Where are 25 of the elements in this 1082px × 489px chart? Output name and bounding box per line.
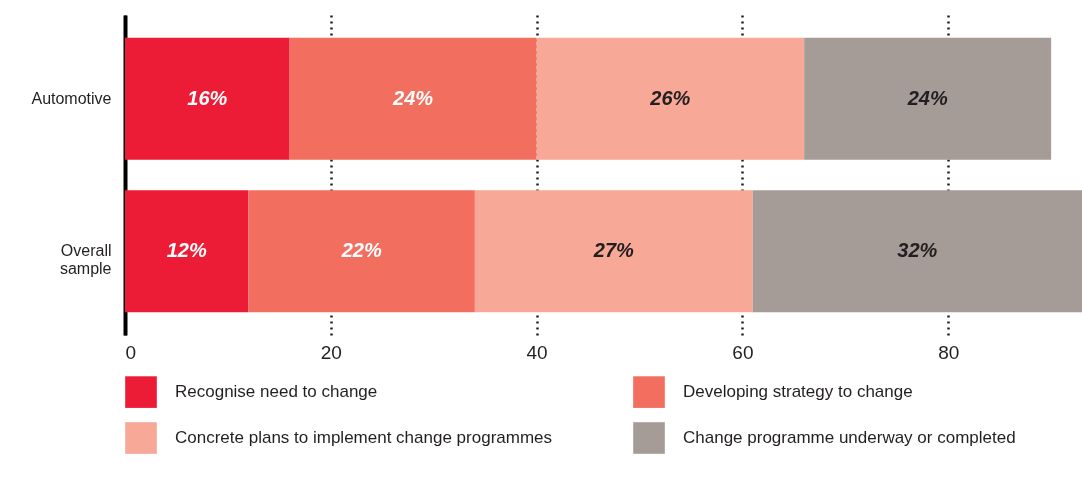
data-label: 24% <box>392 86 434 109</box>
x-tick-label: 80 <box>938 341 960 363</box>
legend-label: Change programme underway or completed <box>683 428 1016 447</box>
x-tick-label: 60 <box>732 341 754 363</box>
data-label: 22% <box>340 239 382 262</box>
data-label: 26% <box>649 86 691 109</box>
bar <box>474 190 753 313</box>
x-tick-label: 40 <box>526 341 548 363</box>
x-tick-label: 0 <box>125 341 137 363</box>
bar <box>289 37 537 160</box>
data-label: 27% <box>592 239 635 262</box>
bar <box>536 37 805 160</box>
data-label: 24% <box>906 86 948 109</box>
legend-label: Developing strategy to change <box>683 382 913 402</box>
y-tick-label: Automotive <box>31 89 112 107</box>
data-label: 32% <box>897 239 938 262</box>
legend-label: Concrete plans to implement change programmes <box>175 428 553 447</box>
data-label: 12% <box>166 239 207 262</box>
bar <box>752 190 1082 313</box>
bar <box>804 37 1052 160</box>
y-tick-label: Overall sample <box>59 242 112 278</box>
bar <box>248 190 475 313</box>
legend-label: Recognise need to change <box>175 382 378 402</box>
data-label: 16% <box>187 86 228 109</box>
x-tick-label: 20 <box>320 341 342 363</box>
